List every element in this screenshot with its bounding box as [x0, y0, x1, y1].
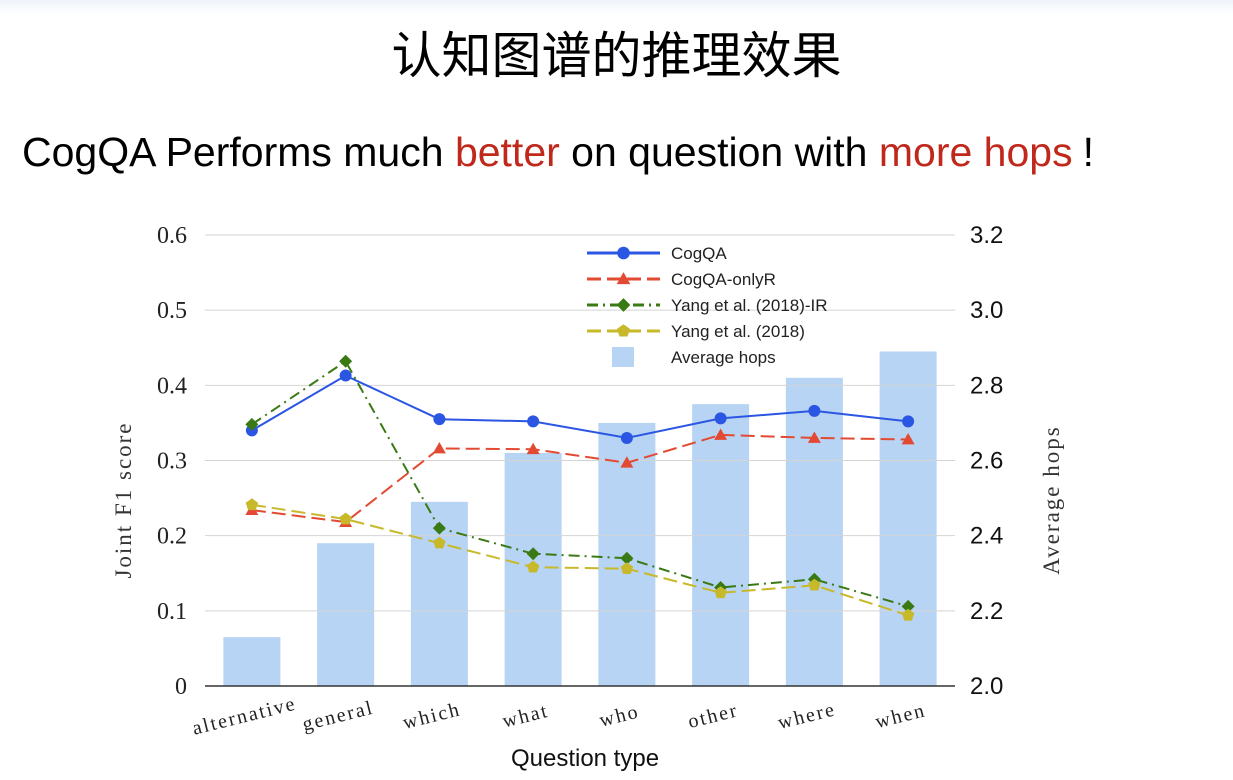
series-point	[433, 536, 446, 549]
x-tick-label: who	[597, 701, 642, 732]
series-line	[251, 374, 909, 439]
series-point	[808, 578, 821, 591]
subtitle-highlight-more-hops: more hops	[878, 129, 1073, 175]
bar-average-hops	[223, 637, 281, 686]
series-point	[808, 404, 821, 417]
series-point	[901, 599, 915, 613]
series-point	[807, 431, 821, 443]
y-right-tick-label: 3.0	[970, 297, 1003, 324]
legend-marker	[616, 272, 631, 285]
y-right-tick-label: 2.4	[970, 523, 1003, 550]
y-left-tick-label: 0.3	[157, 449, 187, 475]
series-point	[620, 456, 634, 468]
legend-label: CogQA	[671, 244, 727, 263]
legend-label: Yang et al. (2018)	[671, 322, 805, 341]
series-point	[245, 417, 259, 431]
series-point	[527, 415, 540, 428]
series-point	[339, 354, 353, 368]
legend-label: Average hops	[671, 348, 776, 367]
series-point	[432, 521, 446, 535]
series-line	[251, 503, 909, 617]
y-left-tick-label: 0	[175, 674, 187, 700]
subtitle-part: on question with	[559, 129, 879, 175]
series-line	[251, 359, 909, 608]
series-point	[526, 560, 540, 573]
x-tick-label: which	[401, 698, 463, 734]
series-point	[245, 498, 259, 511]
x-axis-title: Question type	[511, 745, 659, 772]
subtitle-highlight-better: better	[454, 129, 560, 175]
x-tick-label: other	[686, 699, 741, 733]
y-right-tick-label: 2.8	[970, 372, 1003, 399]
legend: CogQA CogQA-onlyR Yang et al. (2018)-IR Yan…	[587, 244, 828, 367]
series-point	[620, 431, 633, 444]
bar-average-hops	[317, 543, 375, 686]
legend-marker	[617, 324, 630, 337]
y-left-tick-label: 0.6	[157, 223, 187, 249]
series-point	[901, 432, 915, 445]
x-tick-label: alternative	[190, 693, 299, 740]
series-point	[714, 412, 727, 425]
legend-label: CogQA-onlyR	[671, 270, 776, 289]
series-point	[620, 551, 634, 565]
subtitle-part: CogQA Performs much	[22, 129, 455, 175]
x-tick-label: where	[776, 698, 838, 734]
y-right-tick-label: 2.6	[970, 448, 1003, 475]
legend-marker	[617, 246, 630, 260]
series-point	[526, 547, 540, 561]
legend-marker	[616, 298, 631, 312]
slide-title: 认知图谱的推理效果	[391, 27, 842, 85]
series-point	[339, 369, 352, 382]
series-point	[432, 441, 446, 454]
bar-average-hops	[692, 404, 750, 686]
series-point	[714, 586, 727, 599]
series-point	[526, 442, 540, 455]
x-tick-label: what	[500, 700, 551, 733]
y-left-tick-label: 0.1	[157, 599, 187, 625]
y-right-tick-label: 2.2	[970, 598, 1003, 625]
y-left-tick-label: 0.5	[157, 298, 187, 324]
series-point	[901, 608, 915, 621]
y-right-tick-label: 2.0	[970, 673, 1003, 700]
slide-subtitle: CogQA Performs much better on question w…	[22, 128, 1094, 176]
grid-layer	[205, 234, 955, 687]
x-tick-label: when	[873, 699, 928, 733]
series-point	[433, 413, 446, 426]
y-right-tick-label: 3.2	[970, 222, 1003, 249]
y-left-axis-title: Joint F1 score	[111, 421, 136, 578]
bar-layer	[223, 351, 937, 686]
series-point	[714, 428, 728, 440]
x-tick-label: general	[300, 697, 376, 736]
series-point	[620, 562, 634, 574]
legend-label: Yang et al. (2018)-IR	[671, 296, 828, 315]
line-layer	[245, 354, 915, 621]
bar-average-hops	[879, 351, 937, 686]
series-point	[339, 512, 352, 525]
y-left-tick-label: 0.2	[157, 524, 187, 550]
y-left-tick-label: 0.4	[157, 373, 187, 399]
series-point	[902, 415, 915, 428]
bar-average-hops	[785, 377, 843, 686]
legend-bar-swatch	[612, 347, 634, 367]
y-right-axis-title: Average hops	[1039, 425, 1064, 574]
subtitle-exclamation: !	[1082, 129, 1094, 175]
